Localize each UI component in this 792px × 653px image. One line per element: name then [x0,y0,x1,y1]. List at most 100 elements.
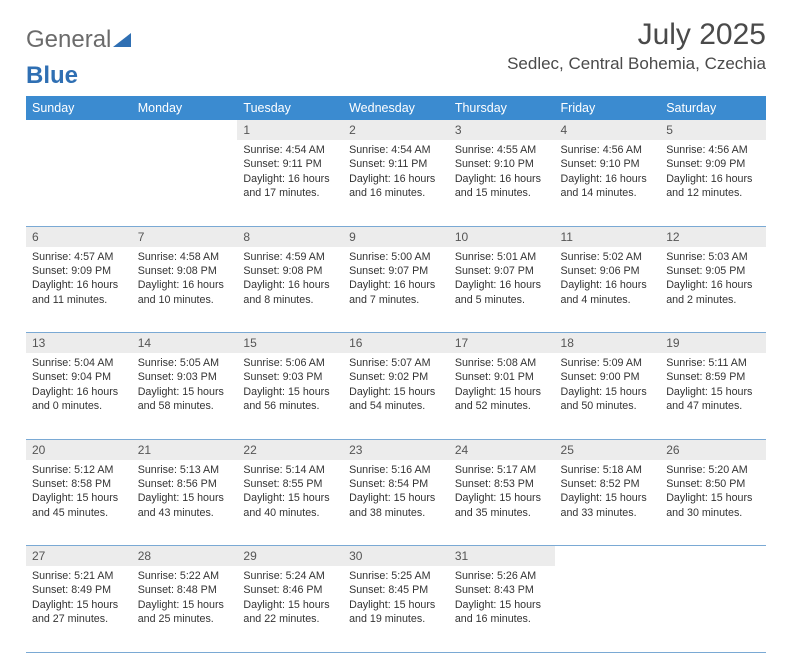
day-number-cell: 29 [237,546,343,567]
day-cell-body: Sunrise: 4:57 AMSunset: 9:09 PMDaylight:… [26,247,132,312]
day-cell-body: Sunrise: 4:56 AMSunset: 9:09 PMDaylight:… [660,140,766,205]
day-cell-body: Sunrise: 5:20 AMSunset: 8:50 PMDaylight:… [660,460,766,525]
day-cell: Sunrise: 5:22 AMSunset: 8:48 PMDaylight:… [132,566,238,652]
day-cell: Sunrise: 4:56 AMSunset: 9:10 PMDaylight:… [555,140,661,226]
weekday-header: Saturday [660,96,766,120]
day-number-cell: 11 [555,226,661,247]
day-cell: Sunrise: 5:16 AMSunset: 8:54 PMDaylight:… [343,460,449,546]
day-cell-body: Sunrise: 4:54 AMSunset: 9:11 PMDaylight:… [237,140,343,205]
page-header: General Blue July 2025 Sedlec, Central B… [26,18,766,90]
weekday-header: Wednesday [343,96,449,120]
day-number-cell: 19 [660,333,766,354]
day-cell-body: Sunrise: 5:04 AMSunset: 9:04 PMDaylight:… [26,353,132,418]
day-number-cell: 9 [343,226,449,247]
day-number-cell: 2 [343,120,449,140]
day-cell: Sunrise: 5:09 AMSunset: 9:00 PMDaylight:… [555,353,661,439]
day-cell-body: Sunrise: 4:55 AMSunset: 9:10 PMDaylight:… [449,140,555,205]
day-cell-body: Sunrise: 5:25 AMSunset: 8:45 PMDaylight:… [343,566,449,631]
logo-triangle-icon [113,26,131,54]
day-cell-body: Sunrise: 5:09 AMSunset: 9:00 PMDaylight:… [555,353,661,418]
day-number-cell: 13 [26,333,132,354]
weekday-header: Friday [555,96,661,120]
day-cell: Sunrise: 5:13 AMSunset: 8:56 PMDaylight:… [132,460,238,546]
day-cell: Sunrise: 5:05 AMSunset: 9:03 PMDaylight:… [132,353,238,439]
day-cell-body: Sunrise: 4:59 AMSunset: 9:08 PMDaylight:… [237,247,343,312]
day-number-cell: 4 [555,120,661,140]
day-cell-body: Sunrise: 5:01 AMSunset: 9:07 PMDaylight:… [449,247,555,312]
day-cell-body: Sunrise: 5:14 AMSunset: 8:55 PMDaylight:… [237,460,343,525]
day-cell: Sunrise: 5:11 AMSunset: 8:59 PMDaylight:… [660,353,766,439]
location-subtitle: Sedlec, Central Bohemia, Czechia [507,54,766,74]
day-number-cell: 28 [132,546,238,567]
day-cell: Sunrise: 5:02 AMSunset: 9:06 PMDaylight:… [555,247,661,333]
day-number-cell: 10 [449,226,555,247]
day-cell: Sunrise: 5:17 AMSunset: 8:53 PMDaylight:… [449,460,555,546]
day-cell-body: Sunrise: 5:24 AMSunset: 8:46 PMDaylight:… [237,566,343,631]
day-cell: Sunrise: 4:59 AMSunset: 9:08 PMDaylight:… [237,247,343,333]
day-cell-body: Sunrise: 5:22 AMSunset: 8:48 PMDaylight:… [132,566,238,631]
day-cell: Sunrise: 5:12 AMSunset: 8:58 PMDaylight:… [26,460,132,546]
day-number-cell: 14 [132,333,238,354]
day-cell: Sunrise: 4:54 AMSunset: 9:11 PMDaylight:… [237,140,343,226]
day-cell: Sunrise: 4:55 AMSunset: 9:10 PMDaylight:… [449,140,555,226]
weekday-header: Thursday [449,96,555,120]
day-cell-body: Sunrise: 5:17 AMSunset: 8:53 PMDaylight:… [449,460,555,525]
day-cell-body: Sunrise: 4:58 AMSunset: 9:08 PMDaylight:… [132,247,238,312]
day-number-cell [555,546,661,567]
day-cell-body: Sunrise: 5:02 AMSunset: 9:06 PMDaylight:… [555,247,661,312]
day-number-cell [132,120,238,140]
day-number-cell: 26 [660,439,766,460]
day-number-cell: 21 [132,439,238,460]
day-cell-body: Sunrise: 5:13 AMSunset: 8:56 PMDaylight:… [132,460,238,525]
day-number-cell: 3 [449,120,555,140]
day-number-cell: 17 [449,333,555,354]
day-number-cell [660,546,766,567]
day-cell-body: Sunrise: 5:00 AMSunset: 9:07 PMDaylight:… [343,247,449,312]
title-block: July 2025 Sedlec, Central Bohemia, Czech… [507,18,766,74]
day-cell-body: Sunrise: 5:11 AMSunset: 8:59 PMDaylight:… [660,353,766,418]
weekday-header: Monday [132,96,238,120]
day-cell: Sunrise: 5:24 AMSunset: 8:46 PMDaylight:… [237,566,343,652]
day-cell: Sunrise: 5:14 AMSunset: 8:55 PMDaylight:… [237,460,343,546]
day-number-cell: 30 [343,546,449,567]
day-number-cell: 24 [449,439,555,460]
day-number-cell: 16 [343,333,449,354]
day-cell: Sunrise: 4:54 AMSunset: 9:11 PMDaylight:… [343,140,449,226]
day-cell-body: Sunrise: 5:08 AMSunset: 9:01 PMDaylight:… [449,353,555,418]
day-cell [660,566,766,652]
day-number-cell: 27 [26,546,132,567]
day-cell-body: Sunrise: 5:06 AMSunset: 9:03 PMDaylight:… [237,353,343,418]
day-cell [132,140,238,226]
day-number-cell: 12 [660,226,766,247]
day-cell: Sunrise: 5:04 AMSunset: 9:04 PMDaylight:… [26,353,132,439]
logo-text-2: Blue [26,62,78,90]
day-cell [555,566,661,652]
day-number-cell: 6 [26,226,132,247]
day-cell: Sunrise: 5:00 AMSunset: 9:07 PMDaylight:… [343,247,449,333]
day-cell: Sunrise: 5:21 AMSunset: 8:49 PMDaylight:… [26,566,132,652]
day-number-cell [26,120,132,140]
logo-text: General Blue [26,26,131,90]
day-cell: Sunrise: 5:06 AMSunset: 9:03 PMDaylight:… [237,353,343,439]
day-cell: Sunrise: 5:01 AMSunset: 9:07 PMDaylight:… [449,247,555,333]
day-number-cell: 8 [237,226,343,247]
day-cell: Sunrise: 5:20 AMSunset: 8:50 PMDaylight:… [660,460,766,546]
day-number-cell: 25 [555,439,661,460]
day-cell: Sunrise: 5:18 AMSunset: 8:52 PMDaylight:… [555,460,661,546]
day-cell-body: Sunrise: 5:05 AMSunset: 9:03 PMDaylight:… [132,353,238,418]
day-cell-body: Sunrise: 5:03 AMSunset: 9:05 PMDaylight:… [660,247,766,312]
logo-text-1: General [26,26,111,53]
day-cell-body: Sunrise: 5:26 AMSunset: 8:43 PMDaylight:… [449,566,555,631]
day-number-cell: 7 [132,226,238,247]
calendar-header-row: SundayMondayTuesdayWednesdayThursdayFrid… [26,96,766,120]
day-cell: Sunrise: 5:03 AMSunset: 9:05 PMDaylight:… [660,247,766,333]
weekday-header: Sunday [26,96,132,120]
day-cell: Sunrise: 4:58 AMSunset: 9:08 PMDaylight:… [132,247,238,333]
day-number-cell: 18 [555,333,661,354]
logo: General Blue [26,26,131,90]
day-cell: Sunrise: 5:25 AMSunset: 8:45 PMDaylight:… [343,566,449,652]
day-number-cell: 20 [26,439,132,460]
month-title: July 2025 [507,18,766,52]
day-cell-body: Sunrise: 5:12 AMSunset: 8:58 PMDaylight:… [26,460,132,525]
calendar-page: General Blue July 2025 Sedlec, Central B… [0,0,792,653]
